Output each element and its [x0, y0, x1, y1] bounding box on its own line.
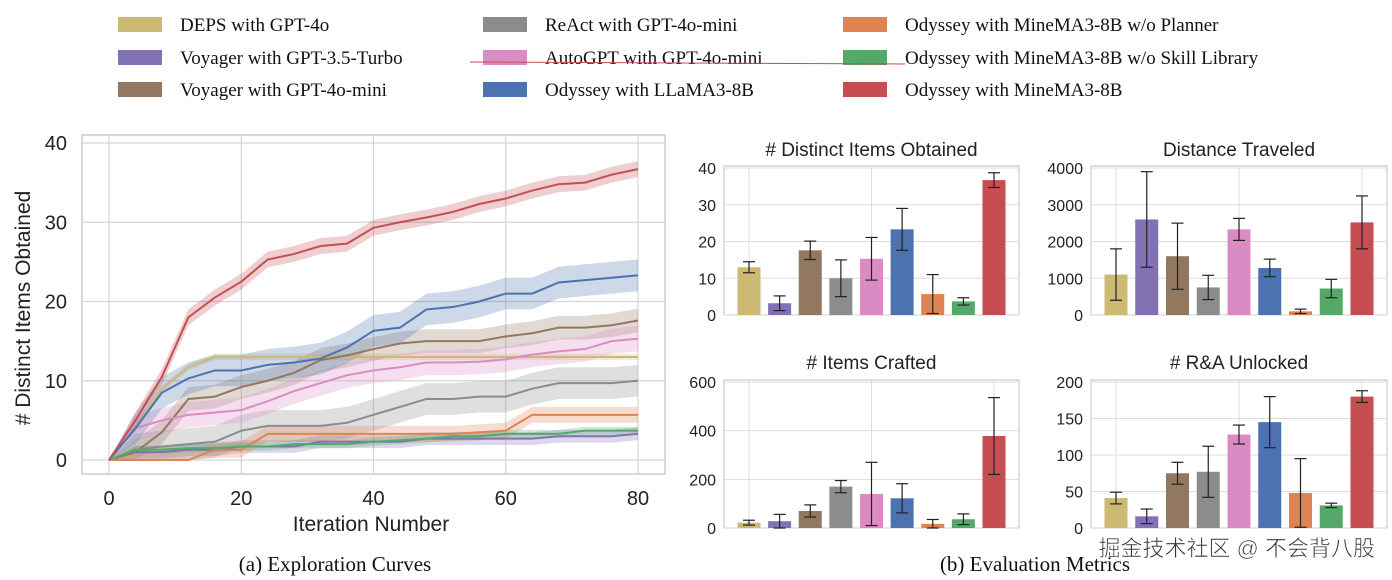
- bar: [1227, 229, 1251, 315]
- y-tick-label: 10: [698, 271, 716, 288]
- y-tick-label: 50: [1065, 485, 1083, 502]
- y-tick-label: 40: [698, 161, 716, 178]
- y-tick-label: 0: [1074, 308, 1083, 325]
- bar: [1350, 222, 1374, 315]
- series-band: [109, 161, 638, 461]
- legend-swatch: [118, 82, 162, 97]
- bar-chart-panel: 0 200 400 600 # Items Crafted: [689, 353, 1020, 538]
- y-tick-label: 400: [689, 424, 716, 441]
- bar: [829, 486, 853, 528]
- x-tick-label: 20: [230, 488, 252, 510]
- y-tick-label: 20: [45, 292, 67, 314]
- bar: [982, 180, 1006, 315]
- legend-swatch: [118, 17, 162, 32]
- x-tick-label: 40: [362, 488, 384, 510]
- bar: [1196, 287, 1220, 315]
- series-line: [108, 337, 639, 461]
- legend-swatch: [483, 17, 527, 32]
- bar: [1104, 498, 1128, 528]
- legend-swatch: [843, 50, 887, 65]
- bar: [1166, 473, 1189, 528]
- y-tick-label: 4000: [1047, 161, 1083, 178]
- legend-label: ReAct with GPT-4o-mini: [545, 15, 737, 36]
- legend-label: Odyssey with MineMA3-8B w/o Skill Librar…: [905, 48, 1259, 69]
- watermark: 掘金技术社区 @ 不会背八股: [1098, 536, 1375, 561]
- legend-swatch: [843, 82, 887, 97]
- y-tick-label: 100: [1056, 448, 1083, 465]
- y-tick-label: 2000: [1047, 235, 1083, 252]
- legend-label: Odyssey with LLaMA3-8B: [545, 80, 754, 101]
- legend-label: Odyssey with MineMA3-8B w/o Planner: [905, 15, 1219, 36]
- y-tick-label: 1000: [1047, 271, 1083, 288]
- bar: [982, 436, 1006, 528]
- bar: [798, 510, 822, 528]
- y-tick-label: 200: [689, 472, 716, 489]
- legend-label: Voyager with GPT-3.5-Turbo: [180, 48, 403, 69]
- legend-label: DEPS with GPT-4o: [180, 15, 329, 36]
- bar-chart-panel: 0 1000 2000 3000 4000 Distance Traveled: [1047, 140, 1388, 325]
- bar: [798, 250, 822, 315]
- bar: [1319, 505, 1343, 528]
- y-tick-label: 30: [698, 198, 716, 215]
- legend-swatch: [843, 17, 887, 32]
- legend-label: Voyager with GPT-4o-mini: [180, 80, 387, 101]
- legend-label: AutoGPT with GPT-4o-mini: [545, 48, 762, 69]
- legend-swatch: [483, 82, 527, 97]
- bar-chart-panel: 0 10 20 30 40 # Distinct Items Obtained: [698, 140, 1020, 325]
- legend-swatch: [483, 50, 527, 65]
- caption-a: (a) Exploration Curves: [239, 552, 431, 576]
- bar: [1350, 396, 1374, 528]
- x-axis-label: Iteration Number: [293, 513, 449, 536]
- bar: [1196, 471, 1220, 528]
- y-tick-label: 0: [707, 521, 716, 538]
- bar: [737, 267, 761, 315]
- y-tick-label: 10: [45, 371, 67, 393]
- series-band: [109, 308, 638, 460]
- y-tick-label: 600: [689, 375, 716, 392]
- series-band: [109, 426, 638, 460]
- y-tick-label: 0: [56, 450, 67, 472]
- series-line: [109, 413, 638, 461]
- bar: [1319, 288, 1343, 315]
- series-line: [108, 429, 638, 461]
- bar-chart-title: # Distinct Items Obtained: [765, 140, 977, 161]
- y-tick-label: 0: [707, 308, 716, 325]
- series-line: [108, 355, 638, 461]
- y-tick-label: 200: [1056, 375, 1083, 392]
- series-line: [108, 379, 639, 461]
- y-tick-label: 150: [1056, 412, 1083, 429]
- x-tick-label: 80: [627, 488, 649, 510]
- bar-chart-title: # Items Crafted: [807, 353, 937, 374]
- series-band: [109, 427, 638, 460]
- x-tick-label: 0: [103, 488, 114, 510]
- bar-chart-panel: 0 50 100 150 200 # R&A Unlocked: [1056, 353, 1388, 538]
- y-tick-label: 30: [45, 212, 67, 234]
- y-tick-label: 40: [45, 133, 67, 155]
- exploration-curves-chart: 0 20 40 60 80 0 10 20 30 40 Iteration Number # Dist…: [12, 133, 666, 536]
- y-axis-label: # Distinct Items Obtained: [12, 191, 35, 426]
- legend-strike-line: [469, 61, 906, 65]
- legend-label: Odyssey with MineMA3-8B: [905, 80, 1122, 101]
- y-tick-label: 0: [1074, 521, 1083, 538]
- series-line: [108, 274, 639, 461]
- series-line: [108, 319, 639, 461]
- y-tick-label: 3000: [1047, 198, 1083, 215]
- legend-swatch: [118, 50, 162, 65]
- x-tick-label: 60: [495, 488, 517, 510]
- caption-b: (b) Evaluation Metrics: [940, 552, 1130, 576]
- bar: [1258, 267, 1282, 315]
- bar-chart-title: # R&A Unlocked: [1170, 353, 1308, 374]
- y-tick-label: 20: [698, 235, 716, 252]
- bar: [860, 258, 883, 315]
- bar: [1258, 422, 1282, 528]
- legend: DEPS with GPT-4o Voyager with GPT-3.5-Tur…: [118, 15, 1259, 101]
- series-band: [109, 364, 638, 460]
- series-line: [108, 168, 639, 461]
- bar-chart-title: Distance Traveled: [1163, 140, 1315, 161]
- bar: [1227, 434, 1251, 528]
